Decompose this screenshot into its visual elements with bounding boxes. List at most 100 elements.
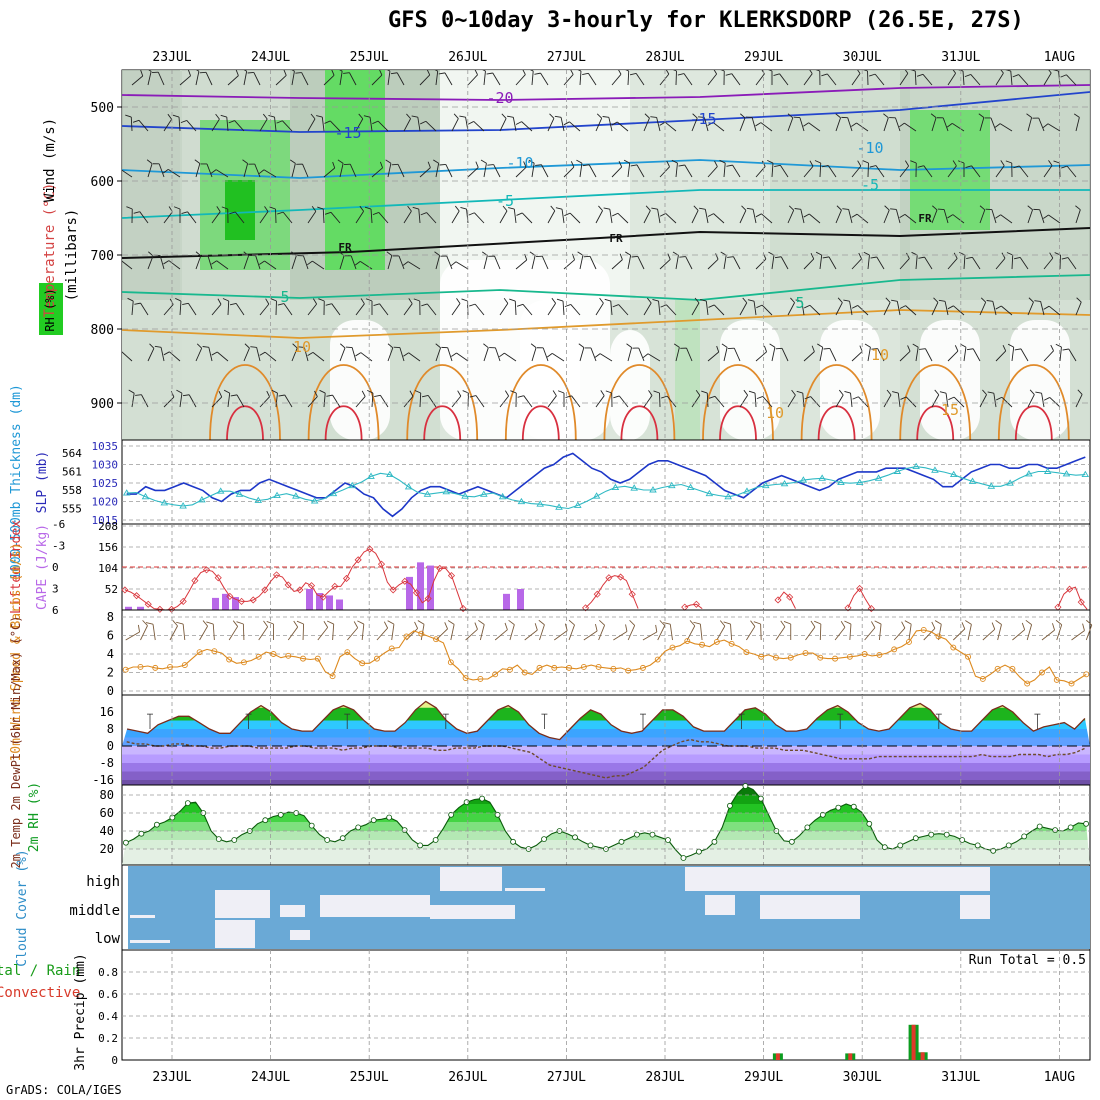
wind-barb-feather — [137, 624, 140, 633]
wind-barb — [669, 624, 673, 641]
rh-shading — [770, 70, 910, 300]
wind-barb-feather — [216, 206, 221, 212]
wind-barb-feather — [600, 390, 605, 396]
wind-barb — [999, 123, 1013, 132]
wind-barb-feather — [794, 208, 801, 210]
wind-barb-feather — [811, 345, 815, 352]
wind-speed-marker — [314, 655, 321, 662]
wind-barb — [349, 72, 357, 86]
wind-barb — [147, 348, 155, 362]
temp-band — [122, 720, 1090, 729]
wind-barb — [531, 71, 534, 86]
wind-barb-feather — [708, 395, 716, 399]
upper-air-panel: -20 -15 -15 -10 -10 -5 -5 FR FR FR 5 5 10 10 10 15 500 60… — [39, 69, 1091, 441]
wind-barb — [291, 347, 298, 362]
wind-barb — [878, 624, 882, 641]
wind-barb-feather — [576, 159, 583, 164]
wind-barb-feather — [665, 70, 670, 75]
wind-barb-feather — [815, 251, 822, 256]
wind-barb-feather — [966, 348, 974, 351]
wind-barb — [733, 348, 741, 362]
y-tick-label-li: 6 — [52, 604, 59, 617]
thickness-marker — [780, 479, 789, 487]
wind-barb-feather — [904, 160, 910, 167]
wind-barb — [355, 211, 365, 224]
thickness-line — [126, 466, 1086, 510]
wind-speed-marker — [521, 669, 528, 676]
wind-barb-feather — [892, 391, 899, 394]
wind-barb-feather — [360, 298, 365, 305]
wind-barb-feather — [1062, 348, 1069, 351]
isotherm-line — [899, 364, 972, 440]
wind-barb — [339, 71, 343, 86]
wind-barb — [819, 623, 822, 641]
temp-band — [122, 701, 1090, 708]
cape-bar — [427, 565, 434, 610]
thickness-marker — [498, 492, 507, 500]
wind-barb-feather — [821, 73, 828, 77]
wind-barb-feather — [1077, 389, 1083, 395]
wind-barb — [243, 255, 249, 270]
wind-barb — [1012, 629, 1025, 641]
wind-barb — [1027, 301, 1034, 316]
wind-barb — [1068, 348, 1077, 362]
rh-marker — [943, 831, 950, 838]
wind-barb-feather — [629, 72, 637, 76]
cape-bar — [137, 606, 144, 610]
wind-barb-feather — [952, 70, 956, 74]
wind-barb-feather — [862, 160, 869, 164]
wind-speed-marker — [551, 664, 558, 671]
wind-barb — [665, 213, 677, 224]
wind-barb — [762, 396, 773, 408]
y-tick-label-slp: 1020 — [92, 496, 119, 509]
wind-barb-feather — [743, 389, 748, 396]
wind-barb — [1048, 214, 1061, 224]
lifted-index-marker — [237, 597, 246, 605]
wind-barb — [942, 117, 949, 132]
isotherm-line — [307, 364, 380, 440]
wind-barb — [899, 73, 909, 86]
wind-barb-feather — [296, 620, 304, 625]
wind-barb-feather — [1048, 70, 1052, 74]
wind-barb-feather — [444, 622, 448, 630]
wind-barb — [274, 117, 277, 132]
wind-barb-feather — [1028, 297, 1034, 303]
wind-barb-feather — [693, 205, 699, 211]
wind-barb — [152, 624, 156, 641]
y-axis-title-rh: RH (%) — [43, 288, 57, 331]
wind-barb — [188, 394, 197, 408]
wind-barb — [515, 259, 528, 270]
wind-barb-feather — [516, 212, 523, 216]
rh-marker — [1005, 842, 1012, 849]
cloud-patch — [280, 905, 305, 917]
isotherm-line — [209, 364, 281, 440]
wind-barb-feather — [172, 114, 180, 118]
wind-barb — [455, 261, 469, 270]
temp-band — [122, 754, 1090, 763]
wind-barb-feather — [810, 253, 815, 260]
wind-barb — [895, 209, 901, 224]
wind-barb — [716, 625, 726, 641]
wind-barb-feather — [125, 114, 132, 118]
wind-barb-feather — [202, 620, 208, 627]
wind-barb-feather — [176, 621, 184, 625]
wind-barb-feather — [774, 256, 782, 259]
wind-barb-feather — [742, 297, 748, 304]
wind-barb — [808, 122, 821, 132]
wind-barb-feather — [530, 70, 534, 72]
wind-barb-feather — [235, 70, 239, 76]
wind-barb — [282, 211, 293, 224]
wind-barb — [1049, 397, 1061, 408]
wind-barb-feather — [713, 70, 718, 75]
wind-barb-feather — [289, 159, 296, 164]
isotherm-line — [122, 91, 1090, 133]
rh-band — [122, 786, 1090, 795]
wind-barb — [733, 256, 741, 270]
rh-marker — [928, 831, 935, 838]
wind-barb — [712, 122, 725, 132]
wind-barb-feather — [946, 123, 953, 128]
cloud-cover-panel: high middle low — [69, 864, 1091, 951]
wind-barb — [851, 73, 861, 86]
wind-barb — [435, 71, 439, 86]
y-tick-label-wind: 8 — [107, 610, 114, 624]
